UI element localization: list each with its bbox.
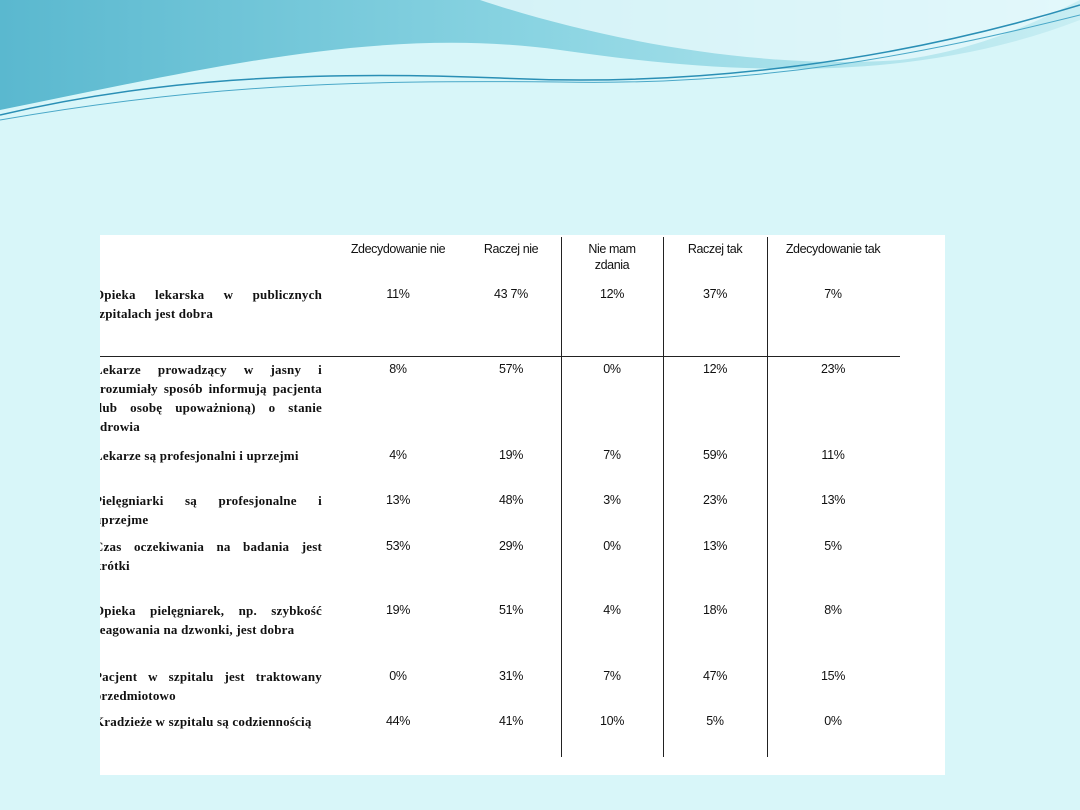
cell-value: 43 7% [494,287,528,301]
cell-value: 12% [599,287,625,301]
cell-value: 31% [498,669,524,683]
row-label: Opieka lekarska w publicznych szpitalach… [100,287,322,321]
row-label: Kradzieże w szpitalu są codziennością [100,714,312,729]
cell-value: 10% [599,714,625,728]
cell-value: 4% [603,603,621,617]
cell-value: 12% [702,362,728,376]
cell-value: 5% [706,714,724,728]
column-header: Nie mam zdania [588,242,636,272]
cell-value: 19% [498,448,524,462]
table: Zdecydowanie nie Raczej nie Nie mam zdania… [100,235,945,775]
row-label: Opieka pielęgniarek, np. szybkość reagow… [100,603,322,637]
cell-value: 13% [385,493,411,507]
row-label: Czas oczekiwania na badania jest krótki [100,539,322,573]
row-label: Pacjent w szpitalu jest traktowany przed… [100,669,322,703]
cell-value: 47% [702,669,728,683]
cell-value: 37% [702,287,728,301]
cell-value: 0% [603,362,621,376]
cell-value: 0% [603,539,621,553]
column-header: Raczej tak [687,242,743,256]
cell-value: 0% [824,714,842,728]
column-header: Zdecydowanie tak [785,242,881,256]
cell-value: 19% [385,603,411,617]
column-header: Raczej nie [483,242,539,256]
cell-value: 8% [389,362,407,376]
cell-value: 29% [498,539,524,553]
cell-value: 5% [824,539,842,553]
cell-value: 13% [702,539,728,553]
row-divider [100,356,900,357]
cell-value: 41% [498,714,524,728]
cell-value: 4% [389,448,407,462]
cell-value: 57% [498,362,524,376]
row-label: Lekarze prowadzący w jasny i zrozumiały … [100,362,322,434]
cell-value: 44% [385,714,411,728]
cell-value: 59% [702,448,728,462]
cell-value: 11% [386,287,410,301]
column-divider [663,237,664,757]
cell-value: 23% [702,493,728,507]
cell-value: 0% [389,669,407,683]
cell-value: 23% [820,362,846,376]
column-divider [767,237,768,757]
cell-value: 15% [820,669,846,683]
column-header: Zdecydowanie nie [350,242,446,256]
cell-value: 7% [603,448,621,462]
cell-value: 53% [385,539,411,553]
cell-value: 8% [824,603,842,617]
cell-value: 3% [603,493,621,507]
wave-decoration [0,0,1080,121]
cell-value: 7% [603,669,621,683]
cell-value: 11% [821,448,845,462]
row-label: Pielęgniarki są profesjonalne i uprzejme [100,493,322,527]
column-divider [561,237,562,757]
cell-value: 48% [498,493,524,507]
cell-value: 51% [498,603,524,617]
cell-value: 13% [820,493,846,507]
row-label: Lekarze są profesjonalni i uprzejmi [100,448,299,463]
cell-value: 18% [702,603,728,617]
cell-value: 7% [824,287,842,301]
